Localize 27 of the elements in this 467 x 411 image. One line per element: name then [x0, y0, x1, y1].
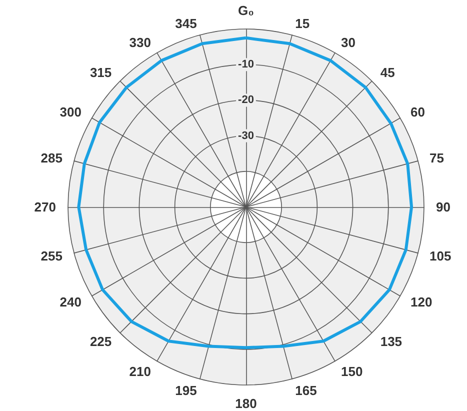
- y-tick-label: -20: [238, 94, 254, 106]
- y-tick-label: -30: [238, 130, 254, 142]
- spoke-label: 60: [410, 104, 426, 120]
- spoke-label: 75: [430, 150, 444, 166]
- spoke-label: 345: [175, 16, 197, 31]
- spoke-label: 195: [175, 383, 197, 398]
- spoke-label: G₀: [238, 3, 254, 18]
- spoke-label: 210: [129, 364, 151, 380]
- spoke-label: 315: [90, 65, 112, 80]
- spoke-label: 270: [34, 200, 56, 214]
- spoke-label: 240: [60, 294, 82, 310]
- spoke-label: 105: [430, 248, 452, 264]
- y-tick-label: -10: [238, 58, 254, 71]
- spoke-label: 120: [410, 294, 432, 310]
- spoke-label: 45: [380, 65, 395, 80]
- spoke-label: 180: [235, 396, 257, 411]
- spoke-label: 255: [40, 248, 62, 264]
- spoke-label: 330: [129, 34, 151, 50]
- spoke-label: 15: [295, 16, 310, 31]
- spoke-label: 30: [341, 34, 356, 50]
- spoke-label: 300: [60, 104, 82, 120]
- spoke-label: 285: [40, 150, 62, 166]
- spoke-label: 225: [90, 334, 112, 349]
- spoke-label: 150: [341, 364, 363, 380]
- spoke-label: 165: [295, 383, 317, 398]
- spoke-label: 90: [436, 200, 450, 214]
- spoke-label: 135: [380, 334, 402, 349]
